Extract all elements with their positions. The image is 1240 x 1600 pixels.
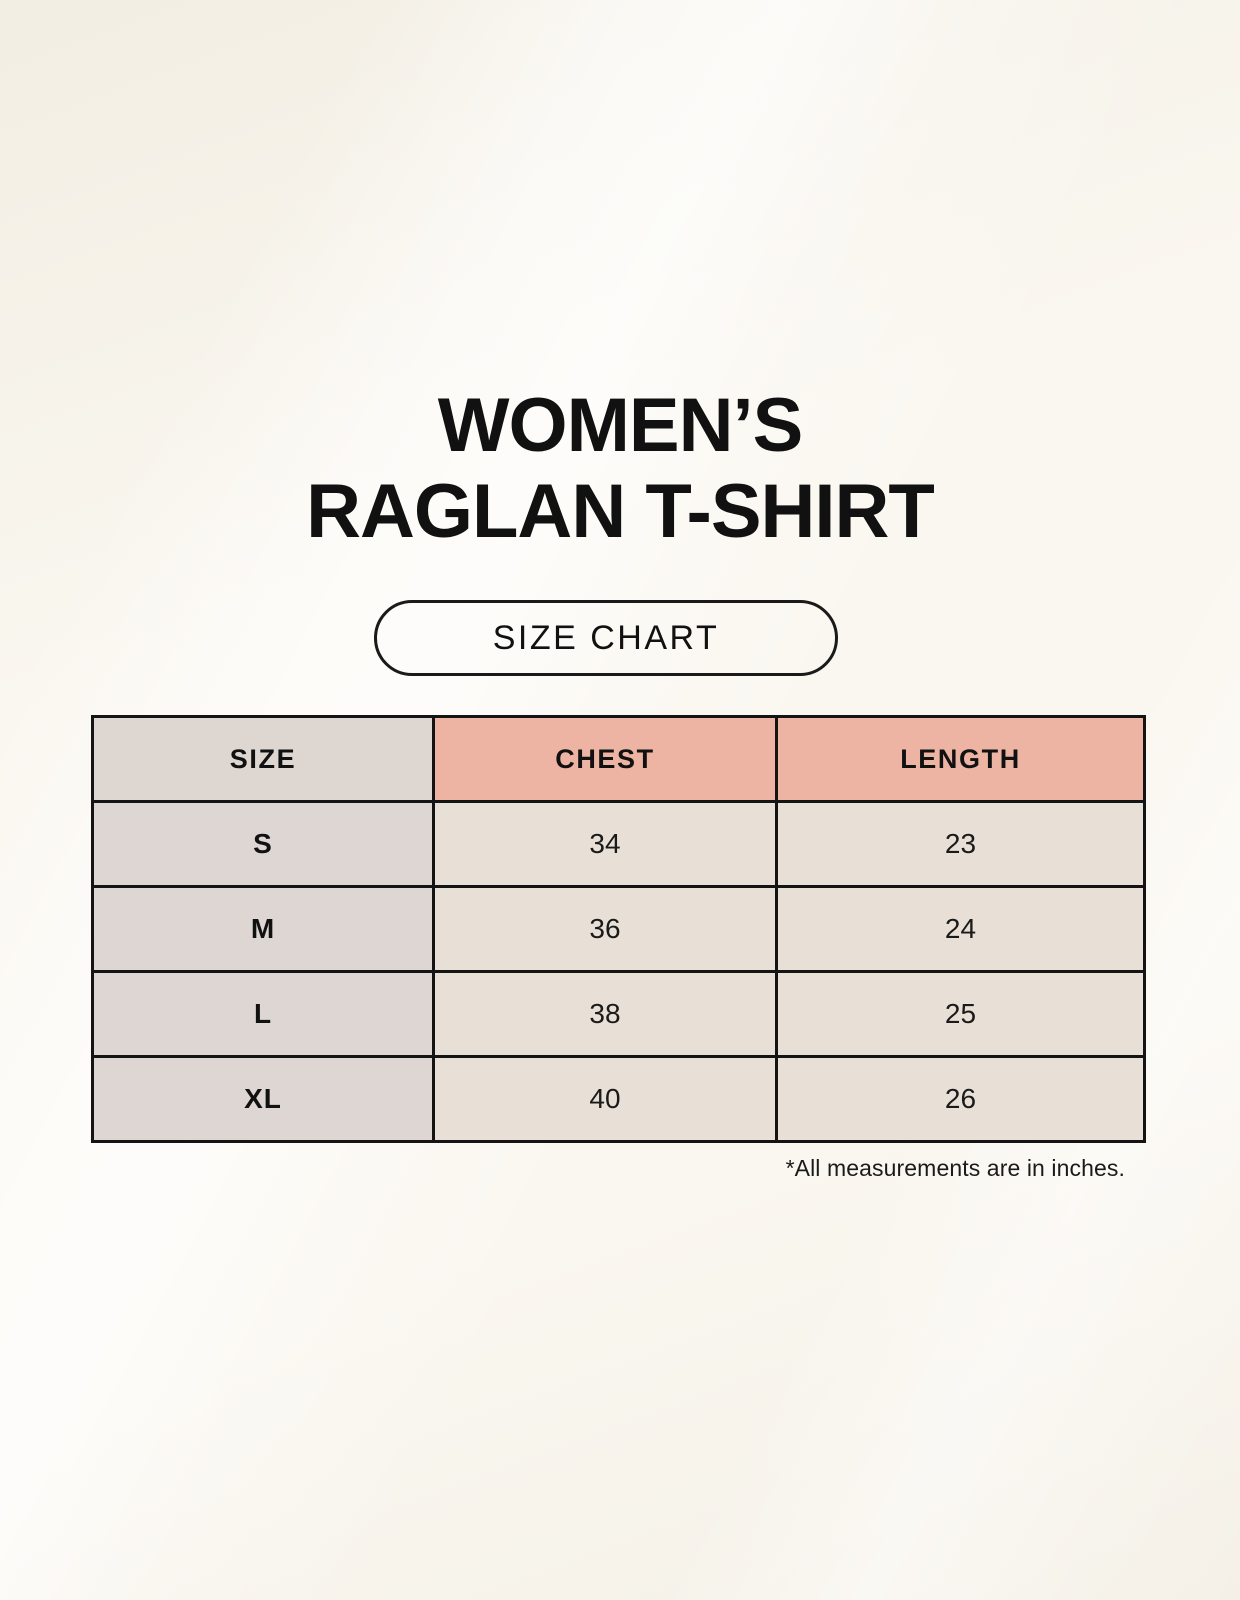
measurement-units-note: *All measurements are in inches. — [785, 1155, 1125, 1181]
table-header-row: SIZE CHEST LENGTH — [91, 715, 1146, 803]
cell-size: M — [91, 885, 435, 973]
table-row: S 34 23 — [91, 800, 1146, 888]
table-row: XL 40 26 — [91, 1055, 1146, 1143]
column-header-chest: CHEST — [432, 715, 778, 803]
cell-chest: 40 — [432, 1055, 778, 1143]
table-row: L 38 25 — [91, 970, 1146, 1058]
title-line-2: RAGLAN T-SHIRT — [306, 469, 935, 554]
column-header-size: SIZE — [91, 715, 435, 803]
cell-length: 26 — [775, 1055, 1146, 1143]
cell-length: 25 — [775, 970, 1146, 1058]
cell-chest: 38 — [432, 970, 778, 1058]
column-header-length: LENGTH — [775, 715, 1146, 803]
size-chart-table: SIZE CHEST LENGTH S 34 23 M 36 24 L 38 2… — [91, 715, 1146, 1143]
cell-size: S — [91, 800, 435, 888]
table-row: M 36 24 — [91, 885, 1146, 973]
title-line-1: WOMEN’S — [437, 383, 804, 468]
cell-length: 23 — [775, 800, 1146, 888]
cell-size: L — [91, 970, 435, 1058]
size-chart-badge: SIZE CHART — [374, 600, 838, 676]
cell-chest: 36 — [432, 885, 778, 973]
size-chart-badge-label: SIZE CHART — [492, 618, 720, 657]
page-title: WOMEN’S RAGLAN T-SHIRT — [0, 383, 1240, 554]
cell-size: XL — [91, 1055, 435, 1143]
cell-chest: 34 — [432, 800, 778, 888]
cell-length: 24 — [775, 885, 1146, 973]
